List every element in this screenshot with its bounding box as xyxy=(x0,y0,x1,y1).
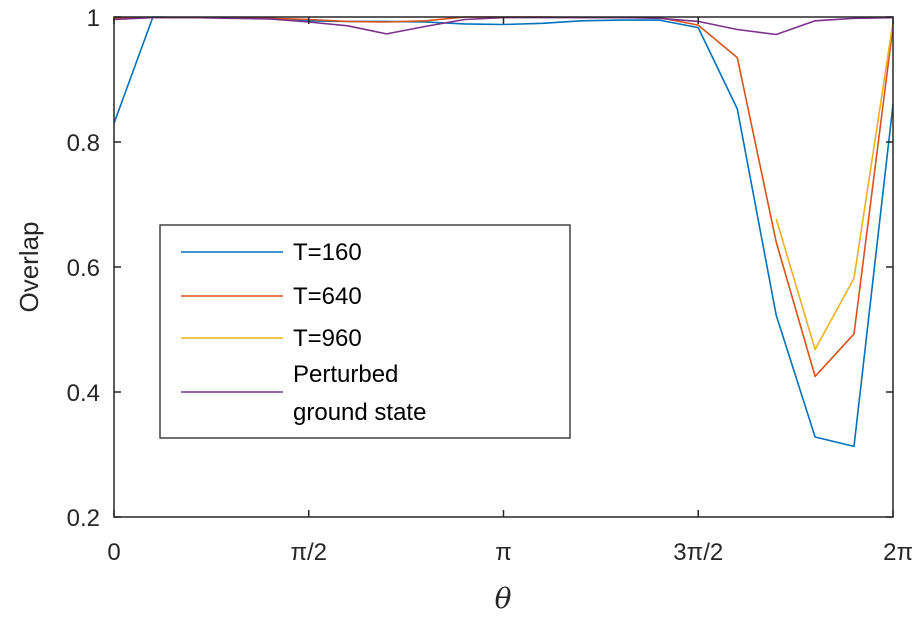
x-tick-label: 0 xyxy=(107,539,120,566)
y-tick-label: 0.6 xyxy=(67,255,100,282)
x-tick-label: 3π/2 xyxy=(673,539,723,566)
x-tick-label: π xyxy=(495,539,512,566)
y-axis-ticks: 0.2 0.4 0.6 0.8 1 xyxy=(67,5,893,532)
x-tick-label: π/2 xyxy=(290,539,327,566)
legend-box xyxy=(159,224,571,439)
plot-lines xyxy=(113,16,894,448)
legend-label-4: Perturbed ground state xyxy=(293,361,426,426)
y-tick-label: 0.4 xyxy=(67,380,100,407)
y-tick-label: 1 xyxy=(87,5,100,32)
y-tick-label: 0.2 xyxy=(67,505,100,532)
y-axis-label: Overlap xyxy=(14,221,44,312)
x-axis-ticks: 0 π/2 π 3π/2 2π xyxy=(107,17,913,566)
x-axis-label: θ xyxy=(495,582,512,615)
legend-label-1: T=160 xyxy=(293,239,362,266)
y-tick-label: 0.8 xyxy=(67,130,100,157)
legend-label-2: T=640 xyxy=(293,283,362,310)
series-line-3 xyxy=(775,21,894,351)
x-tick-label: 2π xyxy=(883,539,913,566)
legend-label-3: T=960 xyxy=(293,325,362,352)
legend: T=160 T=640 T=960 Perturbed ground state xyxy=(159,224,571,439)
